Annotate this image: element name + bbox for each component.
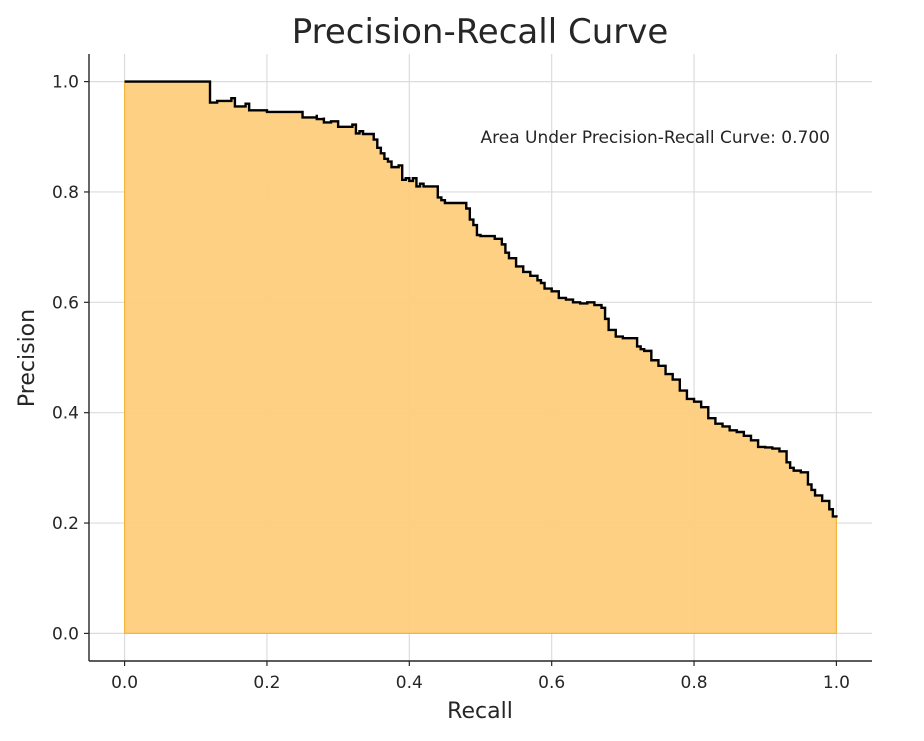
x-axis-label: Recall [447,699,513,724]
y-tick-label: 0.0 [52,624,79,644]
x-tick-label: 0.0 [111,673,138,693]
x-tick-label: 0.8 [681,673,708,693]
axes: 0.0 0.2 0.4 0.6 0.8 1.0 0.0 0.2 0.4 0.6 0.8 1.0 [52,54,872,693]
y-tick-label: 0.6 [52,293,79,313]
pr-curve-line [124,80,838,518]
y-axis-label: Precision [15,309,40,407]
x-tick-label: 0.2 [253,673,280,693]
y-tick-label: 0.2 [52,514,79,534]
y-tick-label: 0.8 [52,183,79,203]
x-tick-label: 0.4 [396,673,423,693]
x-tick-label: 1.0 [823,673,850,693]
data-layer [123,80,838,635]
auc-annotation: Area Under Precision-Recall Curve: 0.700 [481,128,830,148]
x-tick-label: 0.6 [538,673,565,693]
chart-title: Precision-Recall Curve [292,12,669,52]
y-tick-label: 1.0 [52,73,79,93]
pr-area-fill [123,80,838,635]
y-tick-label: 0.4 [52,404,79,424]
